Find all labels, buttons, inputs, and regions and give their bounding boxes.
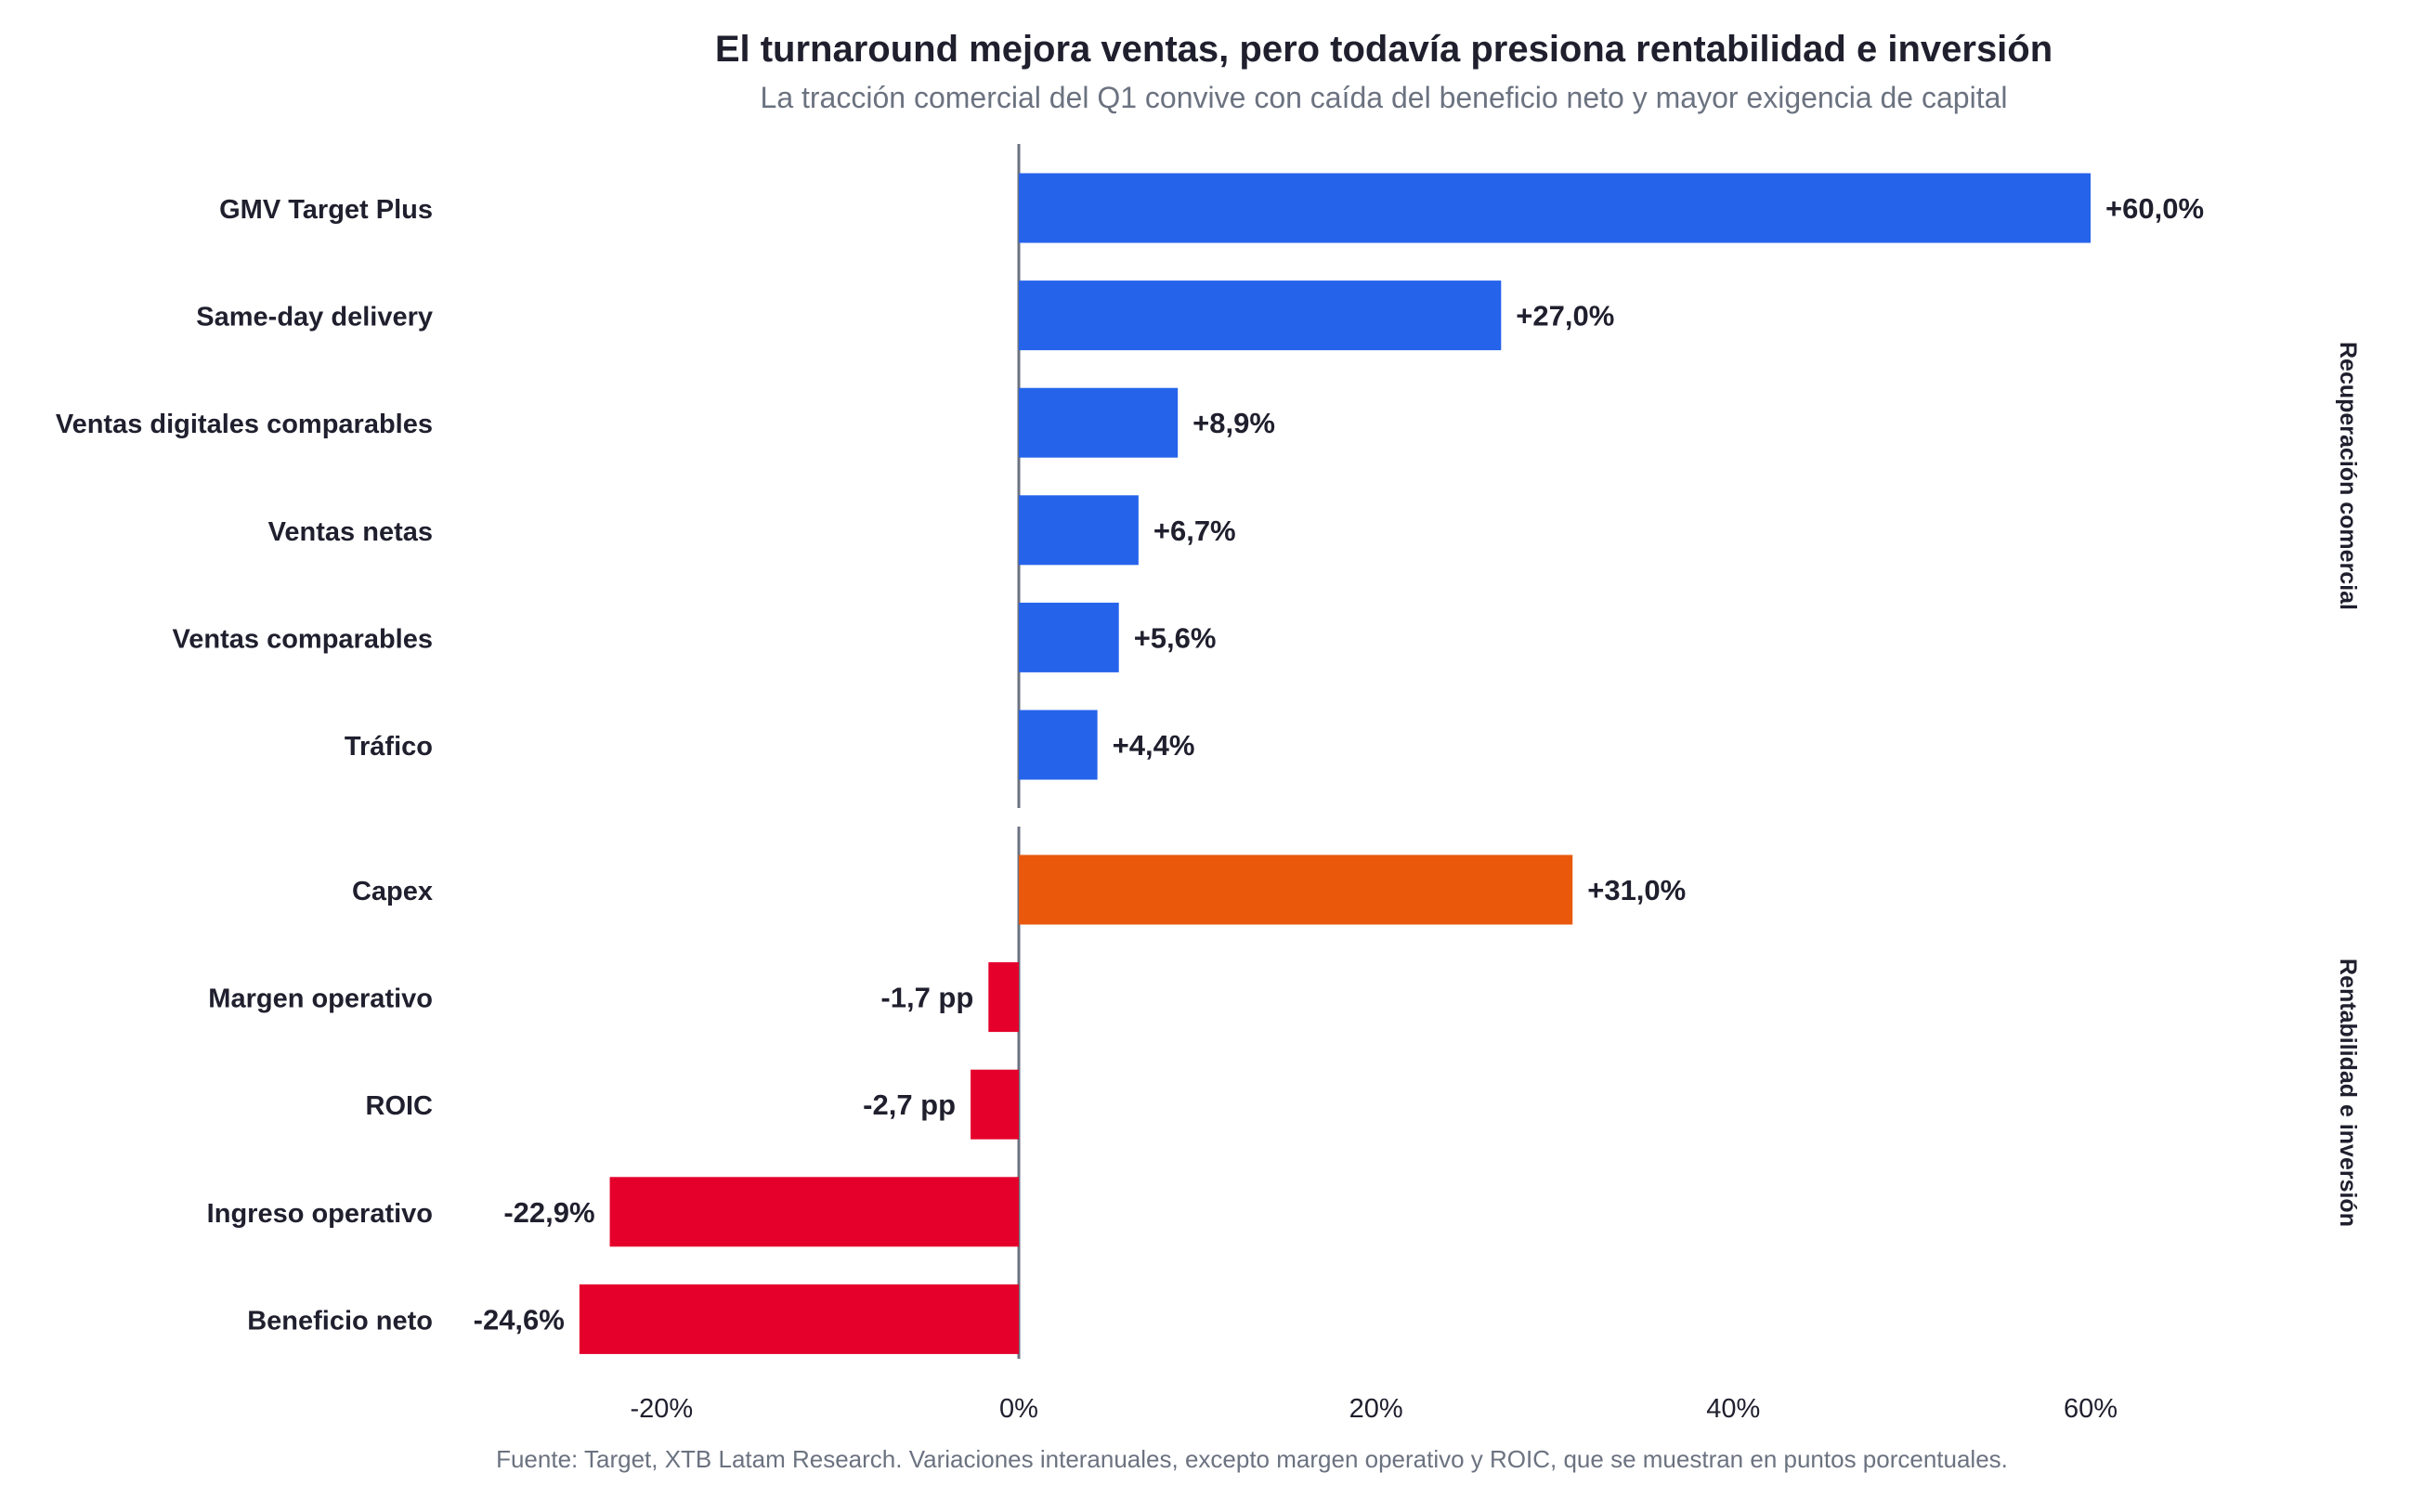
category-label: Tráfico xyxy=(345,732,433,762)
data-label: +5,6% xyxy=(1134,621,1217,654)
chart-subtitle: La tracción comercial del Q1 convive con… xyxy=(761,81,2008,114)
bar xyxy=(609,1177,1019,1247)
bar xyxy=(971,1069,1019,1140)
category-label: GMV Target Plus xyxy=(219,195,433,225)
bar xyxy=(1019,173,2091,243)
category-label: Ingreso operativo xyxy=(207,1199,433,1229)
bar xyxy=(1019,495,1139,566)
facet-label: Rentabilidad e inversión xyxy=(2335,958,2361,1227)
data-label: +60,0% xyxy=(2105,192,2204,225)
x-tick-label: 60% xyxy=(2064,1394,2118,1424)
bar xyxy=(1019,602,1119,672)
x-tick-label: 20% xyxy=(1349,1394,1403,1424)
category-label: Capex xyxy=(352,877,433,906)
category-label: Ventas comparables xyxy=(173,624,433,654)
category-label: Ventas netas xyxy=(268,517,433,547)
category-label: ROIC xyxy=(366,1091,434,1121)
category-label: Same-day delivery xyxy=(196,303,433,332)
x-tick-label: -20% xyxy=(630,1394,693,1424)
category-label: Ventas digitales comparables xyxy=(56,410,433,439)
x-tick-label: 40% xyxy=(1706,1394,1760,1424)
plot-area: GMV Target Plus +60,0% Same-day delivery +2… xyxy=(56,144,2361,1424)
category-label: Beneficio neto xyxy=(247,1306,433,1336)
data-label: +6,7% xyxy=(1153,515,1236,547)
bar xyxy=(1019,710,1098,780)
bar xyxy=(1019,280,1502,351)
data-label: +27,0% xyxy=(1516,300,1614,332)
data-label: -1,7 pp xyxy=(880,982,973,1014)
data-label: +4,4% xyxy=(1113,729,1195,762)
source-note: Fuente: Target, XTB Latam Research. Vari… xyxy=(496,1445,2008,1473)
chart-title: El turnaround mejora ventas, pero todaví… xyxy=(715,29,2053,70)
data-label: -24,6% xyxy=(474,1303,565,1336)
bar xyxy=(1019,387,1179,458)
bar xyxy=(988,962,1019,1033)
data-label: -2,7 pp xyxy=(863,1088,956,1121)
data-label: +31,0% xyxy=(1587,874,1686,906)
data-label: -22,9% xyxy=(503,1196,594,1229)
bar xyxy=(579,1284,1019,1354)
category-label: Margen operativo xyxy=(208,984,433,1014)
bar xyxy=(1019,854,1573,925)
facet-label: Recuperación comercial xyxy=(2335,342,2361,610)
data-label: +8,9% xyxy=(1192,407,1275,439)
x-tick-label: 0% xyxy=(999,1394,1038,1424)
